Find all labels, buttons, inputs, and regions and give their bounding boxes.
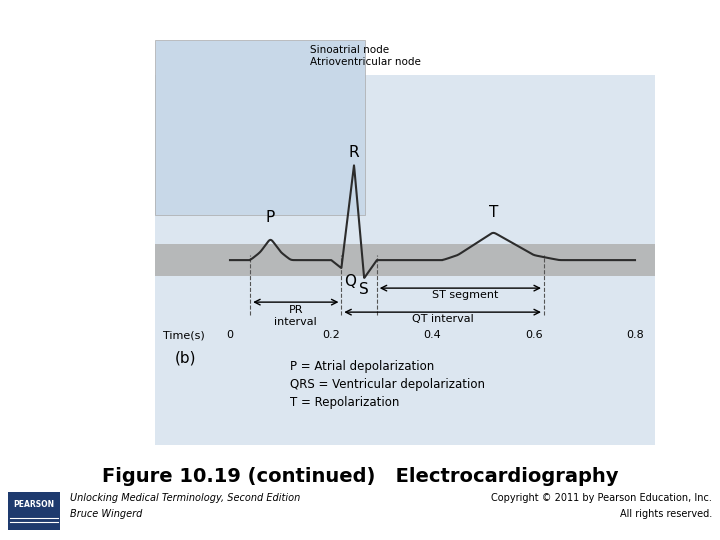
- Text: Atrioventricular node: Atrioventricular node: [310, 57, 421, 67]
- Text: S: S: [359, 282, 369, 297]
- Text: Time(s): Time(s): [163, 330, 204, 340]
- Text: QT interval: QT interval: [412, 314, 474, 324]
- Text: QRS = Ventricular depolarization: QRS = Ventricular depolarization: [290, 378, 485, 391]
- Text: All rights reserved.: All rights reserved.: [620, 509, 712, 519]
- Bar: [8, 492, 60, 530]
- Text: Figure 10.19 (continued)   Electrocardiography: Figure 10.19 (continued) Electrocardiogr…: [102, 467, 618, 486]
- Text: 0.4: 0.4: [423, 330, 441, 340]
- Text: P: P: [266, 210, 275, 225]
- Bar: [155, 244, 655, 276]
- Text: (b): (b): [175, 350, 197, 365]
- Text: 0.8: 0.8: [626, 330, 644, 340]
- Text: T = Repolarization: T = Repolarization: [290, 396, 400, 409]
- Text: ST segment: ST segment: [432, 290, 498, 300]
- Text: PEARSON: PEARSON: [14, 501, 55, 509]
- Text: 0.2: 0.2: [323, 330, 340, 340]
- Text: PR
interval: PR interval: [274, 305, 318, 327]
- Text: Sinoatrial node: Sinoatrial node: [310, 45, 389, 55]
- Bar: [155, 40, 365, 215]
- Text: Q: Q: [344, 274, 356, 289]
- Text: Bruce Wingerd: Bruce Wingerd: [70, 509, 143, 519]
- Text: 0.6: 0.6: [525, 330, 543, 340]
- Bar: [155, 75, 655, 445]
- Text: 0: 0: [227, 330, 233, 340]
- Text: P = Atrial depolarization: P = Atrial depolarization: [290, 360, 434, 373]
- Text: Copyright © 2011 by Pearson Education, Inc.: Copyright © 2011 by Pearson Education, I…: [491, 493, 712, 503]
- Text: Unlocking Medical Terminology, Second Edition: Unlocking Medical Terminology, Second Ed…: [70, 493, 300, 503]
- Text: T: T: [489, 205, 498, 220]
- Text: R: R: [348, 145, 359, 160]
